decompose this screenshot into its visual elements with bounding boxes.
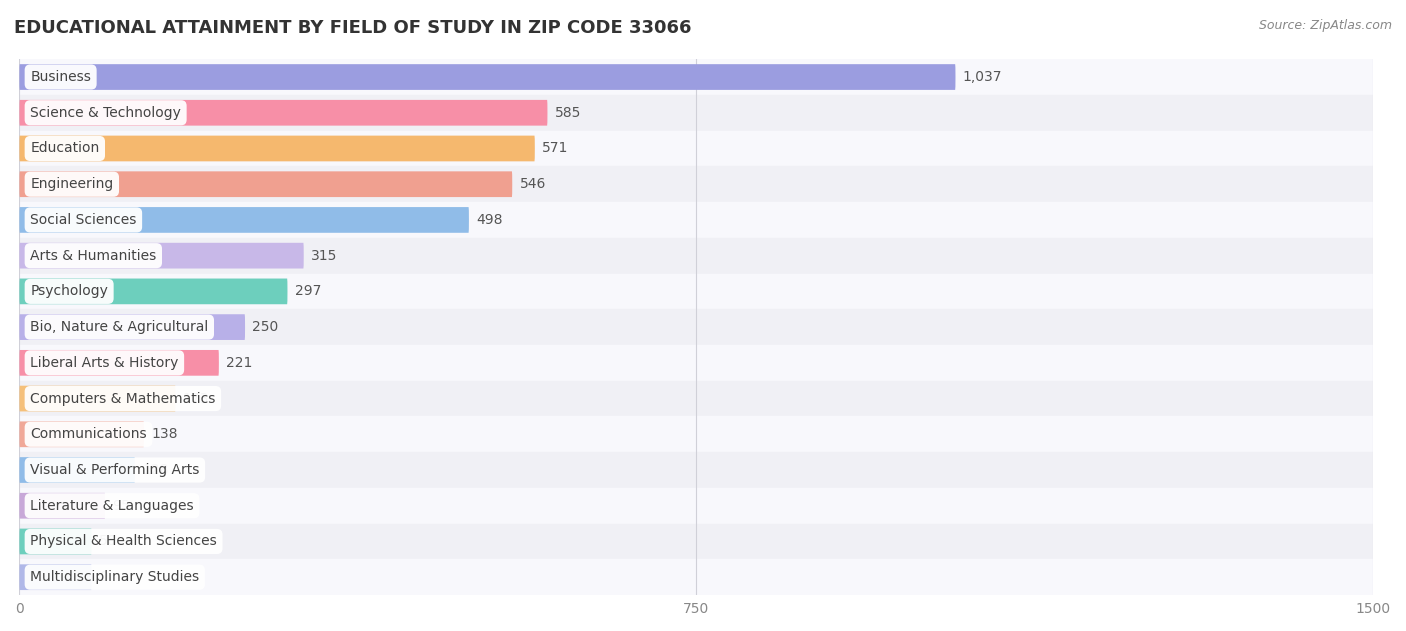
Text: Visual & Performing Arts: Visual & Performing Arts [30,463,200,477]
Text: 95: 95 [112,498,129,513]
Bar [20,95,1374,131]
FancyBboxPatch shape [20,278,287,304]
Bar [20,416,1374,452]
Text: Multidisciplinary Studies: Multidisciplinary Studies [30,570,200,584]
FancyBboxPatch shape [20,386,176,411]
Text: Literature & Languages: Literature & Languages [30,498,194,513]
Bar [20,524,1374,559]
Text: 250: 250 [252,320,278,334]
FancyBboxPatch shape [20,207,470,233]
Text: 498: 498 [477,213,503,227]
Text: 546: 546 [519,177,546,191]
Text: 315: 315 [311,249,337,262]
FancyBboxPatch shape [20,100,547,126]
Bar [20,238,1374,273]
Text: 221: 221 [226,356,253,370]
Text: Liberal Arts & History: Liberal Arts & History [30,356,179,370]
Bar [20,202,1374,238]
Bar [20,59,1374,95]
Text: 128: 128 [142,463,169,477]
Text: Bio, Nature & Agricultural: Bio, Nature & Agricultural [30,320,208,334]
FancyBboxPatch shape [20,457,135,483]
Text: Psychology: Psychology [30,285,108,298]
Text: Computers & Mathematics: Computers & Mathematics [30,392,215,406]
Text: Business: Business [30,70,91,84]
Bar [20,345,1374,380]
FancyBboxPatch shape [20,64,956,90]
FancyBboxPatch shape [20,564,91,590]
Text: Social Sciences: Social Sciences [30,213,136,227]
Bar [20,452,1374,488]
Bar [20,131,1374,167]
Text: EDUCATIONAL ATTAINMENT BY FIELD OF STUDY IN ZIP CODE 33066: EDUCATIONAL ATTAINMENT BY FIELD OF STUDY… [14,19,692,37]
Text: 585: 585 [555,106,581,120]
Bar [20,167,1374,202]
Bar [20,309,1374,345]
FancyBboxPatch shape [20,136,534,162]
Bar [20,380,1374,416]
Text: 297: 297 [295,285,321,298]
Text: Engineering: Engineering [30,177,114,191]
FancyBboxPatch shape [20,422,143,447]
Bar [20,559,1374,595]
Text: Arts & Humanities: Arts & Humanities [30,249,156,262]
Text: 138: 138 [152,427,177,441]
Text: Physical & Health Sciences: Physical & Health Sciences [30,534,217,548]
Text: 1,037: 1,037 [963,70,1002,84]
Bar [20,488,1374,524]
Text: Source: ZipAtlas.com: Source: ZipAtlas.com [1258,19,1392,32]
Text: 571: 571 [543,141,568,155]
FancyBboxPatch shape [20,243,304,269]
Text: 173: 173 [183,392,209,406]
FancyBboxPatch shape [20,350,219,375]
Text: Science & Technology: Science & Technology [30,106,181,120]
Text: 0: 0 [98,570,108,584]
FancyBboxPatch shape [20,493,105,519]
Bar [20,273,1374,309]
FancyBboxPatch shape [20,529,91,554]
Text: 56: 56 [98,534,117,548]
FancyBboxPatch shape [20,172,512,197]
Text: Communications: Communications [30,427,146,441]
Text: Education: Education [30,141,100,155]
FancyBboxPatch shape [20,314,245,340]
